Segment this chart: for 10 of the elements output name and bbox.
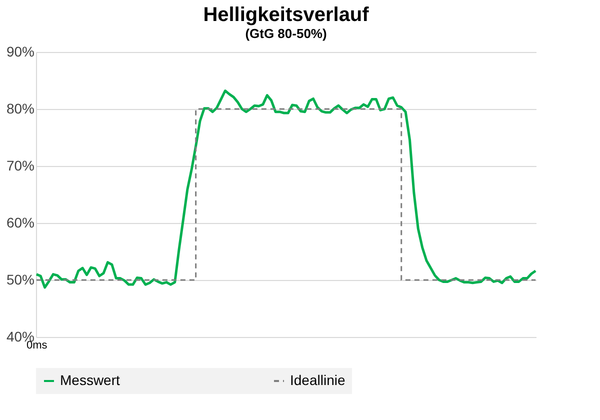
y-tick-label: 90%	[6, 44, 34, 60]
x-tick-label: 0ms	[26, 340, 48, 352]
chart-subtitle: (GtG 80-50%)	[245, 26, 327, 41]
y-tick-label: 60%	[6, 214, 34, 230]
legend-label: Ideallinie	[290, 372, 346, 388]
chart-title: Helligkeitsverlauf	[203, 4, 370, 26]
y-tick-label: 70%	[6, 158, 34, 174]
y-tick-label: 50%	[6, 272, 34, 288]
y-tick-label: 80%	[6, 100, 34, 116]
legend-label: Messwert	[60, 372, 120, 388]
